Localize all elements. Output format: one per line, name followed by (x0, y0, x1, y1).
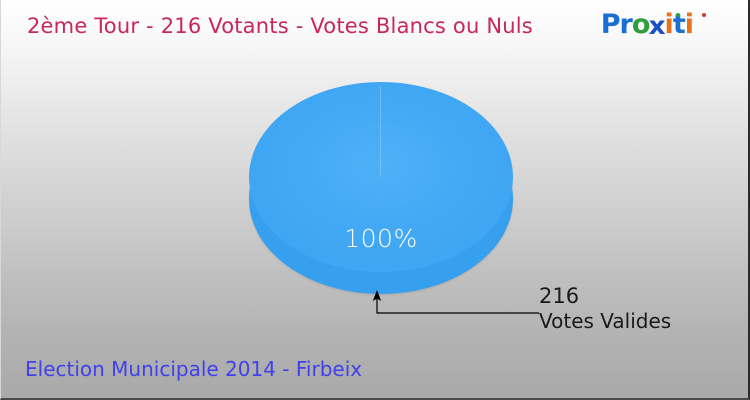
logo-letter-p: P (600, 9, 621, 40)
chart-subtitle: Election Municipale 2014 - Firbeix (25, 357, 363, 381)
callout-series-name: Votes Valides (539, 309, 672, 334)
logo-letter-o: o (631, 9, 651, 40)
logo-dot-red (701, 13, 706, 17)
logo-dot-green (675, 13, 680, 17)
pie-slice-boundary (380, 86, 381, 177)
pie-chart: 100% (249, 82, 513, 294)
proxiti-logo[interactable]: Proxiti (600, 9, 706, 40)
logo-letter-x: x (649, 11, 666, 40)
logo-letter-r: r (619, 9, 633, 40)
callout-value: 216 (539, 284, 580, 308)
pie-slice-top-votes-valides[interactable] (249, 82, 513, 272)
logo-letter-i-2: i (684, 9, 694, 40)
logo-letter-t: t (672, 9, 686, 40)
callout-label: 216 Votes Valides (539, 283, 671, 334)
chart-title: 2ème Tour - 216 Votants - Votes Blancs o… (27, 14, 533, 38)
logo-letter-i-1: i (664, 9, 674, 40)
pie-slice-percent-label: 100% (344, 224, 418, 253)
